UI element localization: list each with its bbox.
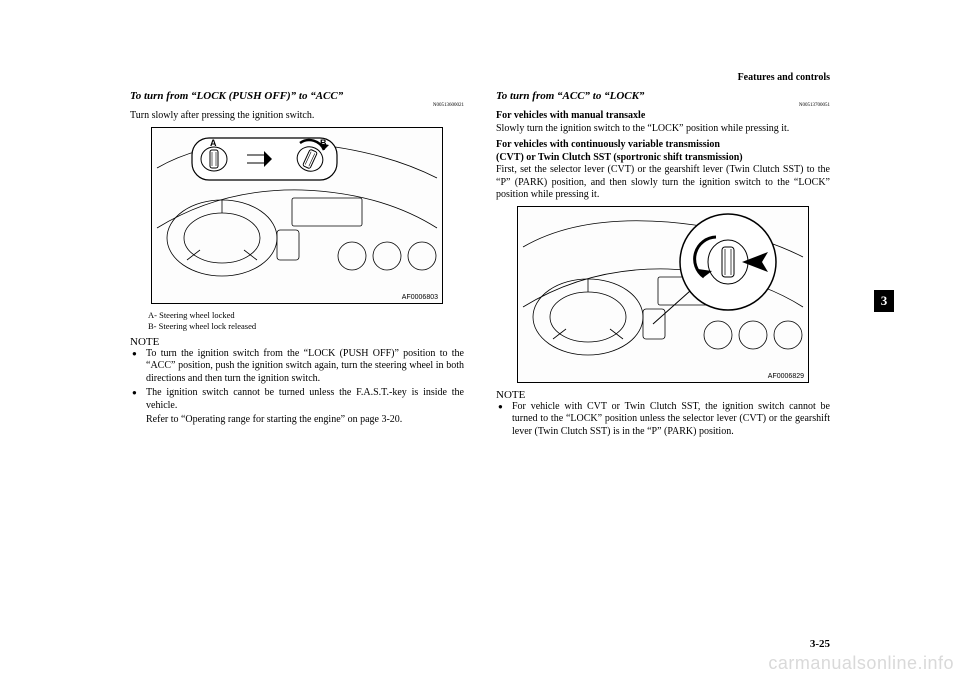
right-p1: Slowly turn the ignition switch to the “… [496,123,830,136]
caption-a: A- Steering wheel locked [148,310,464,321]
left-title: To turn from “LOCK (PUSH OFF)” to “ACC” [130,90,464,102]
chapter-tab: 3 [874,290,894,312]
left-figure-code: AF0006803 [402,294,438,301]
page-number: 3-25 [810,638,830,650]
right-column: To turn from “ACC” to “LOCK” N0051370005… [496,90,830,440]
caption-b: B- Steering wheel lock released [148,321,464,332]
left-note-head: NOTE [130,336,464,348]
left-caption-list: A- Steering wheel locked B- Steering whe… [148,310,464,332]
left-intro: Turn slowly after pressing the ignition … [130,110,464,123]
right-title: To turn from “ACC” to “LOCK” [496,90,830,102]
label-b: B [320,138,327,148]
left-bullet-2: The ignition switch cannot be turned unl… [146,387,464,412]
left-bullet-1: To turn the ignition switch from the “LO… [146,348,464,386]
right-bullet-1: For vehicle with CVT or Twin Clutch SST,… [512,401,830,439]
left-bullet-2-ref: Refer to “Operating range for starting t… [146,414,464,427]
right-h1: For vehicles with manual transaxle [496,110,830,123]
left-figure: A [151,127,443,304]
left-docnum: N00513600021 [130,103,464,108]
running-header: Features and controls [738,72,830,83]
right-figure-code: AF0006829 [768,373,804,380]
right-h2b: (CVT) or Twin Clutch SST (sportronic shi… [496,152,830,165]
left-column: To turn from “LOCK (PUSH OFF)” to “ACC” … [130,90,464,440]
dashboard-illustration-left: A [152,128,442,303]
left-note-bullets: To turn the ignition switch from the “LO… [130,348,464,413]
right-note-bullets: For vehicle with CVT or Twin Clutch SST,… [496,401,830,439]
two-column-layout: To turn from “LOCK (PUSH OFF)” to “ACC” … [130,90,830,440]
label-a: A [210,138,217,148]
right-p2: First, set the selector lever (CVT) or t… [496,164,830,202]
right-h2a: For vehicles with continuously variable … [496,139,830,152]
right-note-head: NOTE [496,389,830,401]
right-docnum: N00513700051 [496,103,830,108]
watermark: carmanualsonline.info [768,653,954,674]
dashboard-illustration-right [518,207,808,382]
right-figure: AF0006829 [517,206,809,383]
